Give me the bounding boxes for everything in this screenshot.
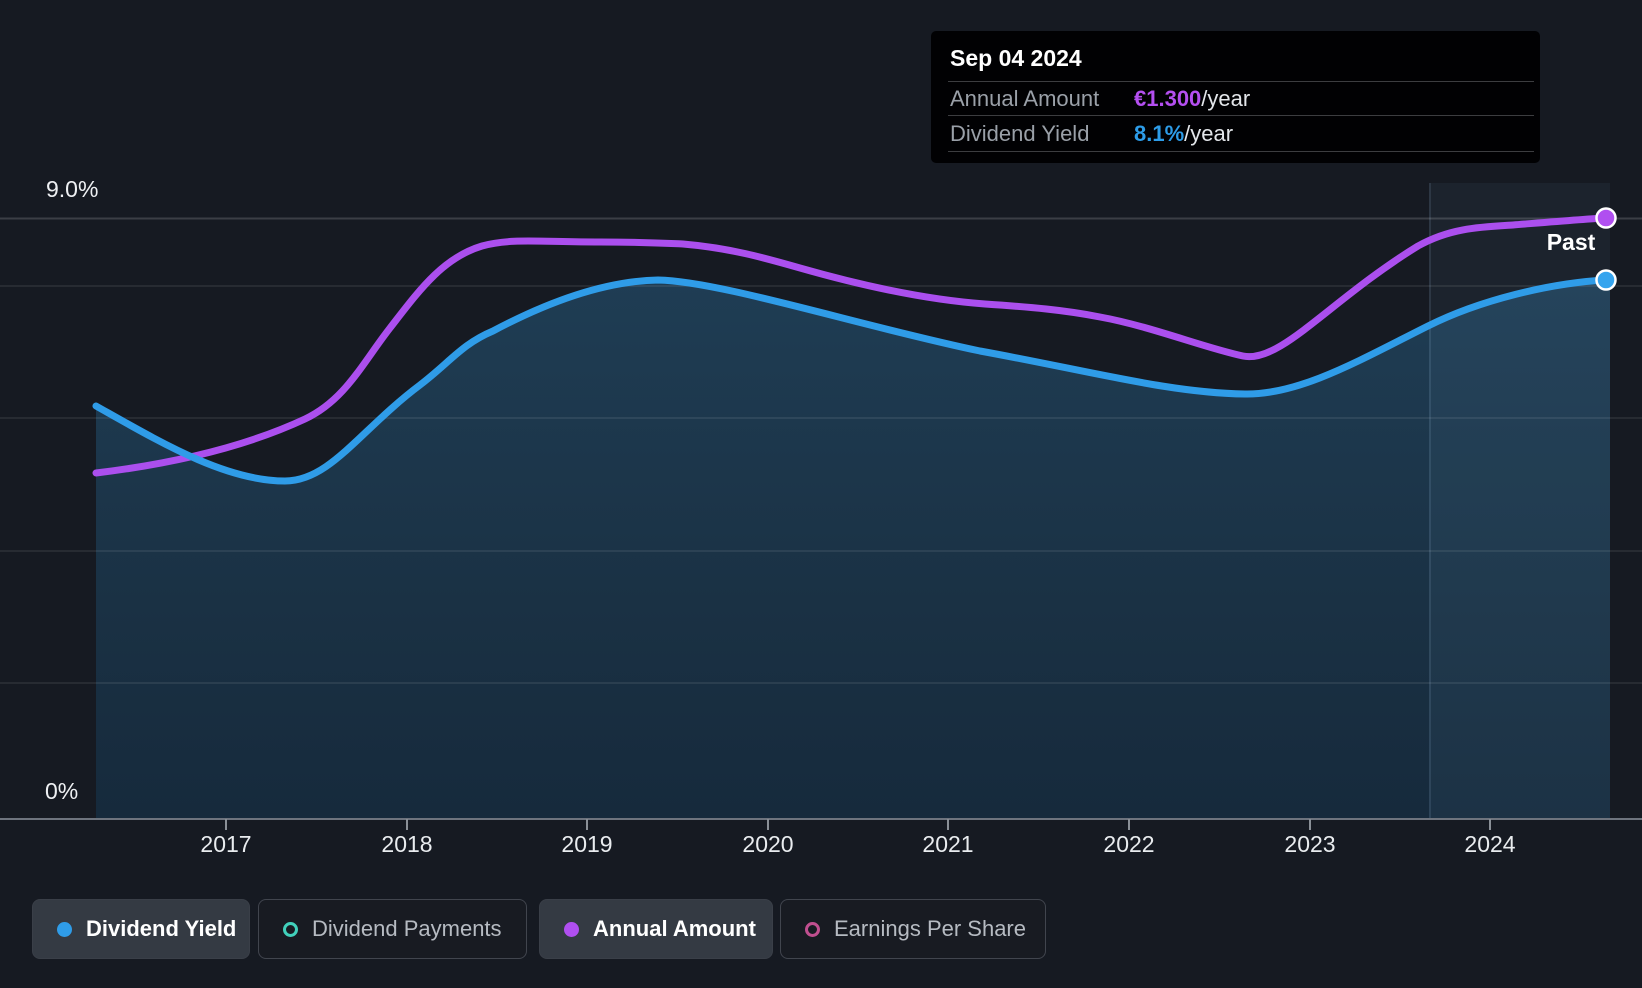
tooltip-divider [948, 81, 1534, 82]
x-tick-2024: 2024 [1464, 831, 1516, 857]
legend-label: Earnings Per Share [834, 916, 1026, 941]
x-tick-2022: 2022 [1103, 831, 1155, 857]
tooltip-suffix: /year [1184, 120, 1234, 146]
tooltip-value: 8.1% [1134, 120, 1185, 146]
legend-toggle-dividend-yield[interactable]: Dividend Yield [32, 899, 250, 959]
chart-tooltip: Sep 04 2024 Annual Amount €1.300 /year D… [931, 31, 1540, 163]
tooltip-suffix: /year [1201, 85, 1251, 111]
legend-toggle-dividend-payments[interactable]: Dividend Payments [258, 899, 527, 959]
tooltip-label: Dividend Yield [950, 120, 1090, 146]
dividend-yield-line [92, 276, 1610, 485]
legend-toggle-earnings-per-share[interactable]: Earnings Per Share [780, 899, 1046, 959]
tooltip-value: €1.300 [1134, 85, 1202, 111]
x-tick-2018: 2018 [381, 831, 433, 857]
tooltip-date: Sep 04 2024 [950, 45, 1082, 71]
x-tick-2021: 2021 [922, 831, 974, 857]
x-tick-2017: 2017 [200, 831, 252, 857]
past-region-label: Past [1546, 229, 1596, 255]
dividend-yield-end-marker [1595, 269, 1617, 291]
legend-label: Dividend Payments [312, 916, 502, 941]
dividend-yield-area [96, 280, 1610, 819]
dividend-payments-ring-icon [283, 921, 298, 937]
tooltip-label: Annual Amount [950, 85, 1100, 111]
legend-label: Dividend Yield [86, 916, 237, 941]
tooltip-row-dividend-yield: Dividend Yield 8.1% /year [931, 116, 1540, 151]
legend-label: Annual Amount [593, 916, 756, 941]
past-region-band [1429, 183, 1610, 819]
tooltip-divider [948, 115, 1534, 116]
x-tick-2019: 2019 [561, 831, 613, 857]
dividend-yield-dot-icon [57, 921, 72, 937]
gridlines [0, 217, 1642, 684]
y-axis-max-label: 9.0% [46, 176, 99, 202]
x-tick-2023: 2023 [1284, 831, 1336, 857]
tooltip-row-annual-amount: Annual Amount €1.300 /year [931, 82, 1540, 115]
annual-amount-end-marker [1595, 207, 1617, 229]
tooltip-divider [948, 151, 1534, 152]
y-axis-min-label: 0% [45, 778, 79, 804]
annual-amount-line [92, 214, 1610, 477]
x-tick-2020: 2020 [742, 831, 794, 857]
annual-amount-dot-icon [564, 921, 579, 937]
x-axis-ticks [225, 819, 1491, 830]
legend-toggle-annual-amount[interactable]: Annual Amount [539, 899, 773, 959]
earnings-per-share-ring-icon [805, 921, 820, 937]
